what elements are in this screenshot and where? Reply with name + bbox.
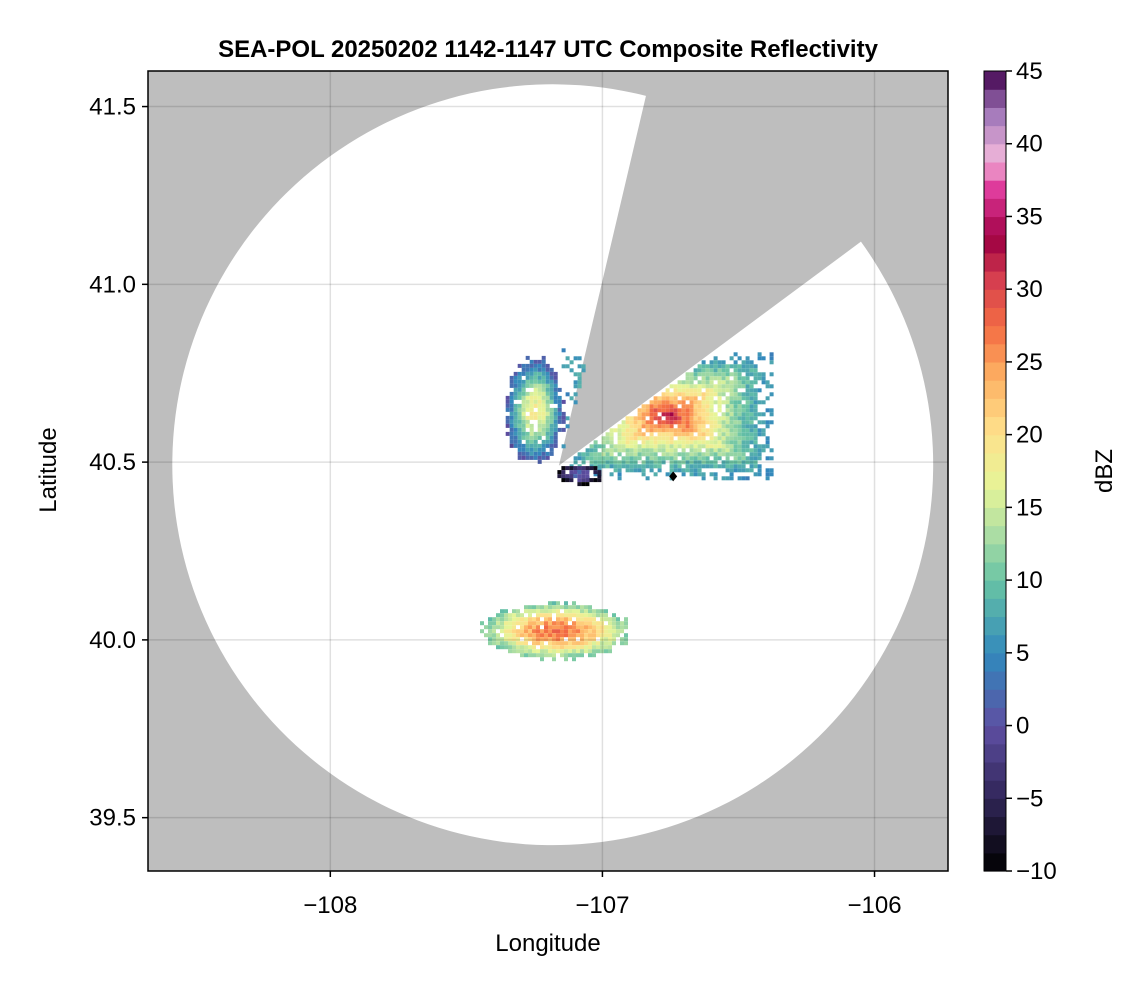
colorbar-tick-label: 35 [1016,203,1043,230]
colorbar-tick-label: 10 [1016,567,1043,594]
colorbar-cell [984,689,1006,708]
colorbar-tick-label: 25 [1016,349,1043,376]
y-tick-label: 39.5 [89,805,136,832]
colorbar-cell [984,598,1006,618]
echo-near-radar-weak [557,466,602,487]
colorbar-cell [984,489,1006,508]
chart-title: SEA-POL 20250202 1142-1147 UTC Composite… [218,36,879,63]
colorbar-cells [984,71,1006,872]
colorbar-cell [984,580,1006,599]
colorbar-ticks: −10 −5 0 5 10 15 20 25 30 35 40 45 [1006,58,1057,885]
echo-northwest-fringe [505,355,566,464]
x-axis-label: Longitude [495,930,600,957]
colorbar-cell [984,198,1006,218]
colorbar-cell [984,761,1006,781]
grid-lines [148,71,948,871]
colorbar-cell [984,834,1006,854]
colorbar-tick-label: 30 [1016,276,1043,303]
colorbar-cell [984,652,1006,672]
colorbar-cell [984,380,1006,399]
colorbar-cell [984,725,1006,745]
colorbar-cell [984,307,1006,327]
y-axis-ticks: 39.5 40.0 40.5 41.0 41.5 [89,94,148,832]
colorbar-cell [984,216,1006,236]
colorbar-tick-label: 15 [1016,494,1043,521]
colorbar-cell [984,398,1006,418]
colorbar-frame [983,70,1007,872]
x-tick-label: −106 [847,892,901,919]
colorbar-cell [984,107,1006,127]
site-marker-layer [669,471,678,482]
colorbar-cell [984,89,1006,108]
colorbar-cell [984,816,1006,836]
colorbar-tick-label: −5 [1016,785,1043,812]
colorbar-cell [984,780,1006,799]
colorbar-cell [984,234,1006,254]
x-tick-label: −108 [303,892,357,919]
y-tick-label: 40.0 [89,627,136,654]
y-axis-label: Latitude [35,427,62,512]
colorbar-cell [984,507,1006,527]
colorbar-cell [984,634,1006,654]
colorbar-cell [984,671,1006,690]
colorbar-tick-label: −10 [1016,858,1057,885]
colorbar-cell [984,71,1006,90]
colorbar-label: dBZ [1091,449,1118,493]
echo-northeast-cell [561,348,774,481]
colorbar-cell [984,434,1006,454]
colorbar-cell [984,798,1006,818]
reflectivity-echoes [480,348,774,662]
echo-southern-band [480,601,628,662]
colorbar-cell [984,325,1006,345]
site-marker-diamond [669,471,678,482]
y-tick-label: 40.5 [89,449,136,476]
colorbar-cell [984,471,1006,490]
colorbar-tick-label: 40 [1016,131,1043,158]
radar-coverage-wedge [172,84,934,846]
colorbar-cell [984,852,1006,872]
colorbar-cell [984,180,1006,199]
colorbar-cell [984,707,1006,727]
colorbar-cell [984,125,1006,145]
colorbar-cell [984,361,1006,381]
y-tick-label: 41.5 [89,94,136,121]
colorbar-tick-label: 0 [1016,713,1029,740]
colorbar-cell [984,452,1006,472]
colorbar-cell [984,543,1006,563]
colorbar-tick-label: 20 [1016,422,1043,449]
colorbar: −10 −5 0 5 10 15 20 25 30 35 40 45 dBZ [983,58,1118,885]
colorbar-cell [984,289,1006,308]
colorbar-cell [984,252,1006,272]
colorbar-cell [984,561,1006,581]
colorbar-cell [984,143,1006,163]
colorbar-cell [984,343,1006,363]
colorbar-cell [984,743,1006,763]
colorbar-tick-label: 45 [1016,58,1043,85]
colorbar-cell [984,525,1006,545]
colorbar-cell [984,161,1006,181]
x-axis-ticks: −108 −107 −106 [303,871,902,919]
plot-frame [147,70,949,872]
colorbar-cell [984,271,1006,290]
plot-area [147,70,949,872]
colorbar-cell [984,416,1006,436]
colorbar-tick-label: 5 [1016,640,1029,667]
x-tick-label: −107 [575,892,629,919]
radar-coverage-area [172,84,934,846]
colorbar-cell [984,616,1006,636]
y-tick-label: 41.0 [89,271,136,298]
